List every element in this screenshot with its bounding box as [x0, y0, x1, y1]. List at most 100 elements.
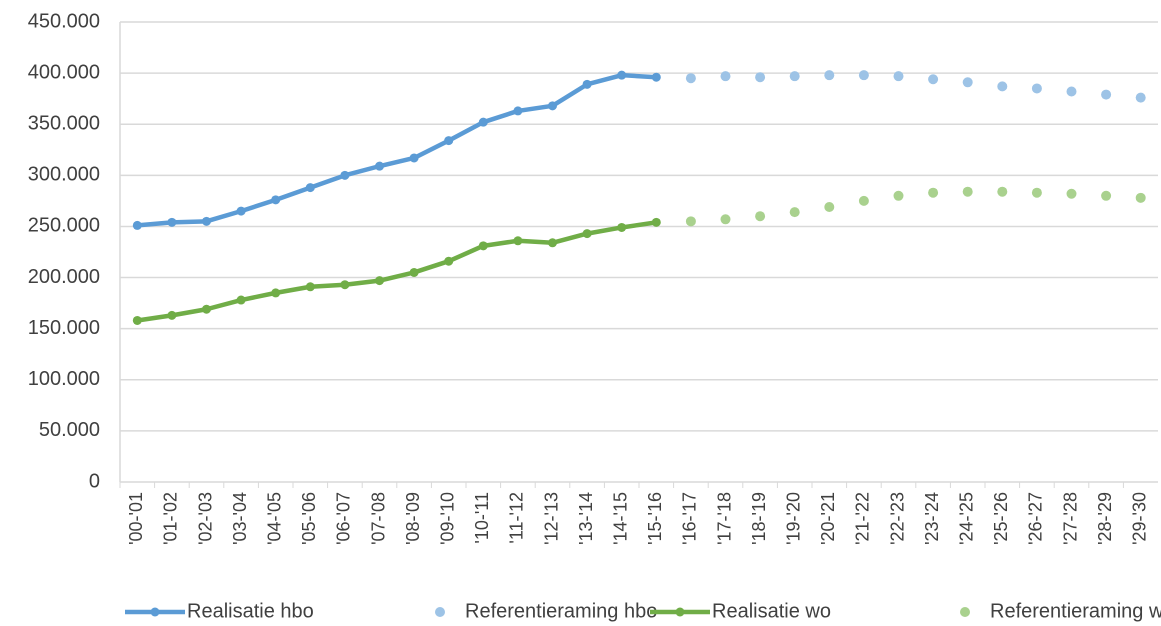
x-tick-label: '25-'26 [991, 492, 1011, 545]
x-tick-label: '06-'07 [334, 492, 354, 545]
x-tick-label: '09-'10 [437, 492, 457, 545]
forecast-dot [720, 214, 731, 225]
x-tick-label: '20-'21 [818, 492, 838, 545]
x-tick-label: '02-'03 [195, 492, 215, 545]
y-tick-label: 400.000 [28, 61, 100, 83]
x-tick-label: '08-'09 [403, 492, 423, 545]
line-marker [478, 241, 488, 251]
forecast-dot [1031, 83, 1042, 94]
y-tick-label: 50.000 [39, 419, 100, 441]
series-line [136, 220, 657, 323]
y-tick-label: 100.000 [28, 368, 100, 390]
legend-label: Realisatie hbo [187, 600, 314, 622]
line-marker [132, 220, 142, 230]
forecast-dot [1066, 86, 1077, 97]
line-marker [236, 206, 246, 216]
x-tick-label: '15-'16 [645, 492, 665, 545]
x-tick-label: '00-'01 [126, 492, 146, 545]
forecast-dot [789, 207, 800, 218]
forecast-dot [755, 211, 766, 222]
x-tick-label: '04-'05 [264, 492, 284, 545]
line-marker [236, 295, 246, 305]
forecast-dot [928, 74, 939, 85]
series-line [137, 72, 657, 228]
line-marker [375, 276, 384, 286]
line-marker [305, 282, 315, 292]
x-tick-label: '29-'30 [1129, 492, 1149, 545]
y-tick-label: 450.000 [28, 10, 100, 32]
line-marker [548, 238, 557, 248]
line-marker [167, 310, 177, 320]
x-tick-label: '23-'24 [922, 492, 942, 545]
x-tick-label: '14-'15 [610, 492, 630, 545]
x-tick-label: '18-'19 [749, 492, 769, 545]
forecast-dot [720, 71, 731, 82]
line-marker [202, 304, 211, 314]
forecast-dot [1135, 192, 1146, 203]
line-marker [271, 195, 281, 205]
x-tick-label: '13-'14 [576, 492, 596, 545]
y-tick-label: 350.000 [28, 113, 100, 135]
forecast-dot [1101, 190, 1112, 201]
y-tick-label: 300.000 [28, 164, 100, 186]
forecast-dot [997, 186, 1008, 197]
line-marker [513, 106, 523, 116]
x-tick-label: '26-'27 [1026, 492, 1046, 545]
line-marker [548, 101, 557, 111]
line-marker [444, 136, 454, 146]
x-tick-label: '12-'13 [541, 492, 561, 545]
forecast-dot [858, 70, 869, 81]
line-marker [651, 72, 661, 82]
forecast-dot [824, 202, 835, 213]
x-tick-label: '16-'17 [680, 492, 700, 545]
x-tick-label: '22-'23 [887, 492, 907, 545]
y-tick-label: 200.000 [28, 266, 100, 288]
legend-label: Referentieraming wo [990, 600, 1161, 622]
y-tick-label: 250.000 [28, 215, 100, 237]
line-marker [582, 229, 592, 239]
line-marker [375, 161, 384, 171]
line-marker [617, 70, 627, 80]
line-marker [582, 79, 592, 89]
line-marker [167, 217, 177, 227]
x-tick-label: '05-'06 [299, 492, 319, 545]
x-tick-label: '21-'22 [853, 492, 873, 545]
x-tick-label: '27-'28 [1060, 492, 1080, 545]
forecast-dot [997, 81, 1008, 92]
line-marker [478, 117, 488, 127]
line-marker [340, 280, 350, 290]
x-tick-label: '24-'25 [956, 492, 976, 545]
line-marker [444, 256, 454, 266]
forecast-dot [928, 187, 939, 198]
legend-marker [675, 607, 685, 617]
x-tick-label: '01-'02 [161, 492, 181, 545]
line-marker [271, 288, 281, 298]
forecast-dot [755, 72, 766, 83]
forecast-dot [858, 195, 869, 206]
x-tick-label: '07-'08 [368, 492, 388, 545]
line-marker [409, 267, 419, 277]
x-tick-label: '17-'18 [714, 492, 734, 545]
legend-marker [435, 607, 445, 617]
line-marker [651, 217, 661, 227]
forecast-dot [789, 71, 800, 82]
forecast-dot [1135, 92, 1146, 103]
x-tick-label: '11-'12 [507, 492, 527, 544]
line-marker [617, 222, 627, 232]
line-marker [340, 170, 350, 180]
forecast-dot [1031, 187, 1042, 198]
x-tick-label: '10-'11 [472, 492, 492, 544]
forecast-dot [1101, 89, 1112, 100]
legend: Realisatie hbo Referentieraming hbo Realis… [125, 600, 1161, 622]
y-tick-label: 150.000 [28, 317, 100, 339]
legend-marker [960, 607, 970, 617]
x-tick-label: '03-'04 [230, 492, 250, 545]
line-marker [513, 236, 523, 246]
forecast-dot [685, 73, 696, 84]
x-tick-label: '19-'20 [783, 492, 803, 545]
line-marker [132, 315, 142, 325]
forecast-dot [685, 216, 696, 227]
forecast-dot [893, 190, 904, 201]
legend-marker [150, 607, 160, 617]
